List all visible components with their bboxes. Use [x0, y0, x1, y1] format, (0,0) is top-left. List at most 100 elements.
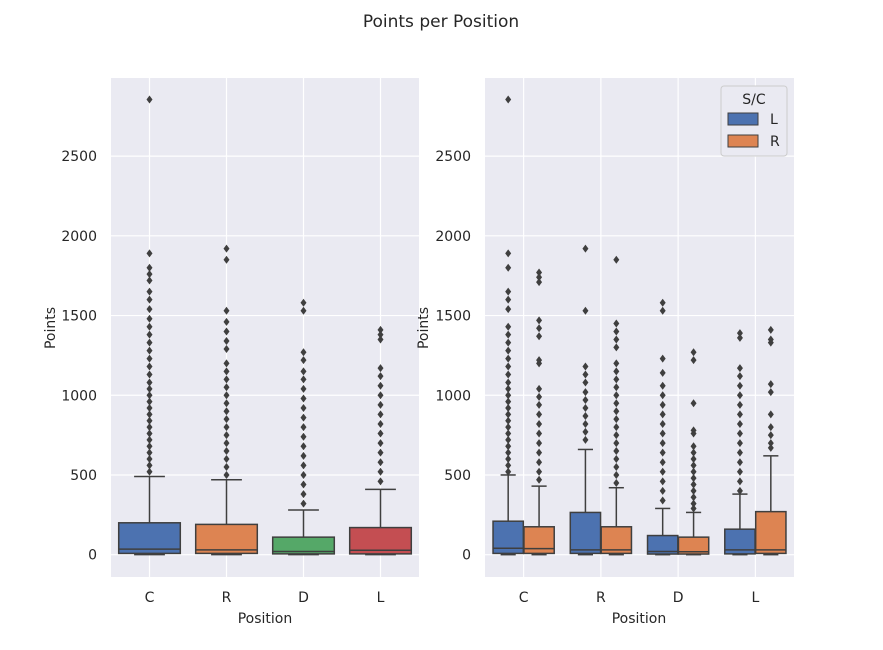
right-box-l-l-outlier [736, 477, 743, 486]
right-box-d-r-outlier [690, 486, 697, 495]
right-box-r-l-outlier [582, 378, 589, 387]
left-box-d-outlier [300, 461, 307, 470]
right-box-d-r-outlier [690, 455, 697, 464]
left-box-d-outlier [300, 442, 307, 451]
right-box-r-r-outlier [613, 447, 620, 456]
right-y-tick-label: 1000 [435, 388, 471, 404]
left-x-tick-label: D [298, 590, 309, 606]
right-box-r-l-outlier [582, 362, 589, 371]
right-box-c-r-outlier [536, 448, 543, 457]
right-box-d-l-outlier [659, 391, 666, 400]
right-box-l-r-iqr-box [754, 510, 787, 555]
right-box-r-r-outlier [613, 455, 620, 464]
right-box-c-r-outlier [536, 316, 543, 325]
right-box-r-l-outlier [582, 404, 589, 413]
right-box-r-r-outlier [613, 319, 620, 328]
left-plot-area [111, 78, 419, 577]
left-box-d-outlier [300, 470, 307, 479]
right-box-r-r-outlier [613, 343, 620, 352]
left-box-c-outlier [146, 322, 153, 331]
right-box-d-l-outlier [659, 298, 666, 307]
left-box-c-outlier [146, 338, 153, 347]
left-box-r-outlier [223, 407, 230, 416]
right-box-r-r-outlier [613, 407, 620, 416]
legend-title: S/C [742, 92, 766, 108]
right-box-r-r-outlier [613, 367, 620, 376]
right-box-c-r-outlier [536, 467, 543, 476]
left-box-r-outlier [223, 455, 230, 464]
right-box-l-r-outlier [767, 388, 774, 397]
right-box-d-l-outlier [659, 477, 666, 486]
right-box-c-r-outlier [536, 400, 543, 409]
left-box-r-outlier [223, 327, 230, 336]
left-box-r [194, 244, 259, 556]
left-box-c-outlier [146, 461, 153, 470]
left-box-r-outlier [223, 306, 230, 315]
right-x-axis-label: Position [612, 611, 667, 627]
right-box-l-r-outlier [767, 439, 774, 448]
left-panel: 0 500 1000 1500 2000 2500 C R D L Position Point… [43, 78, 419, 627]
left-box-r-outlier [223, 391, 230, 400]
left-boxes [117, 95, 413, 556]
right-box-l-l-outlier [736, 372, 743, 381]
right-box-c-r-outlier [536, 439, 543, 448]
right-box-l-l-outlier [736, 486, 743, 495]
left-box-c-outlier [146, 330, 153, 339]
left-y-tick-label: 2500 [61, 149, 97, 165]
right-box-d-l-outlier [659, 381, 666, 390]
right-box-d-l-outlier [659, 448, 666, 457]
right-box-c-r-outlier [536, 458, 543, 467]
left-box-l-outlier [377, 325, 384, 334]
left-box-r-outlier [223, 439, 230, 448]
left-y-tick-label: 1500 [61, 309, 97, 325]
right-box-r-l-outlier [582, 427, 589, 436]
left-box-c-outlier [146, 287, 153, 296]
left-box-c-outlier [146, 370, 153, 379]
right-box-d-r-outlier [690, 499, 697, 508]
right-box-r-l-outlier [582, 388, 589, 397]
right-box-c-l-outlier [505, 346, 512, 355]
right-box-c-l-outlier [505, 322, 512, 331]
left-box-c-outlier [146, 384, 153, 393]
right-box-c-l-outlier [505, 467, 512, 476]
left-box-c-outlier [146, 448, 153, 457]
right-box-d-l-outlier [659, 467, 666, 476]
right-box-c-l-outlier [505, 455, 512, 464]
left-box-d-outlier [300, 413, 307, 422]
right-box-c-l-outlier [505, 263, 512, 272]
left-box-d-outlier [300, 499, 307, 508]
right-box-c-r-outlier [536, 268, 543, 277]
left-box-l [348, 325, 413, 556]
left-box-l-outlier [377, 372, 384, 381]
right-box-d-r-outlier [690, 399, 697, 408]
right-box-c-l-outlier [505, 435, 512, 444]
left-box-d-outlier [300, 375, 307, 384]
left-box-l-outlier [377, 335, 384, 344]
left-box-r-outlier [223, 423, 230, 432]
right-box-r-r-outlier [613, 391, 620, 400]
left-box-c-outlier [146, 442, 153, 451]
left-box-d-outlier [300, 306, 307, 315]
left-box-d [271, 298, 336, 556]
right-box-l-l-outlier [736, 439, 743, 448]
left-y-tick-labels: 0 500 1000 1500 2000 2500 [61, 149, 97, 564]
left-box-c-outlier [146, 397, 153, 406]
right-box-d-r-outlier [690, 356, 697, 365]
right-box-r-r-outlier [613, 431, 620, 440]
left-box-d-outlier [300, 356, 307, 365]
left-box-r-outlier [223, 470, 230, 479]
legend-swatch-l [727, 112, 759, 126]
right-box-l-r [754, 325, 787, 556]
right-box-c-l-outlier [505, 410, 512, 419]
left-box-d-iqr-box [271, 536, 336, 555]
right-panel: 0 500 1000 1500 2000 2500 C R D L Position Point… [416, 78, 794, 627]
left-box-l-outlier [377, 477, 384, 486]
right-box-r-l-outlier [582, 411, 589, 420]
right-box-d-r-outlier [690, 493, 697, 502]
left-box-l-outlier [377, 330, 384, 339]
right-box-d-l-outlier [659, 439, 666, 448]
right-box-l-l-outlier [736, 410, 743, 419]
left-box-d-outlier [300, 394, 307, 403]
left-x-tick-label: C [145, 590, 155, 606]
left-box-c-outlier [146, 354, 153, 363]
